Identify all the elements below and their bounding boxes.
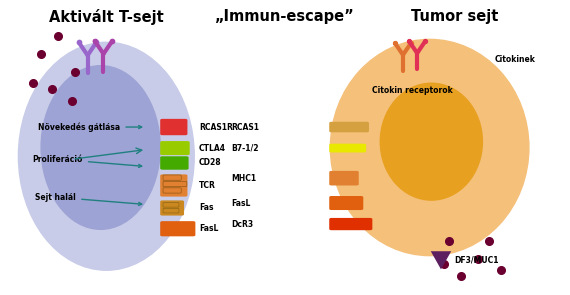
FancyBboxPatch shape (163, 208, 179, 213)
FancyBboxPatch shape (163, 175, 181, 180)
Text: MHC1: MHC1 (231, 174, 257, 183)
FancyBboxPatch shape (160, 221, 196, 236)
Ellipse shape (380, 83, 482, 200)
Text: CTLA4: CTLA4 (199, 144, 226, 153)
Text: CD28: CD28 (199, 158, 221, 168)
Text: RCAS1: RCAS1 (231, 122, 260, 132)
FancyBboxPatch shape (160, 141, 190, 155)
FancyBboxPatch shape (160, 200, 184, 216)
Text: Citokin receptorok: Citokin receptorok (372, 86, 453, 95)
FancyBboxPatch shape (329, 171, 359, 186)
Text: Tumor sejt: Tumor sejt (412, 9, 499, 24)
Text: Fas: Fas (199, 204, 213, 212)
FancyBboxPatch shape (329, 144, 366, 153)
Text: FasL: FasL (231, 199, 251, 207)
Text: Proliferáció: Proliferáció (32, 155, 142, 167)
Text: „Immun-escape”: „Immun-escape” (215, 9, 355, 24)
FancyBboxPatch shape (329, 196, 363, 210)
Text: FasL: FasL (199, 224, 218, 233)
Text: DcR3: DcR3 (231, 219, 254, 229)
Ellipse shape (18, 42, 194, 270)
FancyBboxPatch shape (163, 181, 187, 187)
Text: DF3/MUC1: DF3/MUC1 (454, 256, 499, 265)
Ellipse shape (331, 39, 529, 256)
FancyBboxPatch shape (329, 122, 369, 132)
Text: Növekedés gátlása: Növekedés gátlása (38, 122, 142, 132)
FancyBboxPatch shape (160, 174, 188, 196)
Text: Citokinek: Citokinek (495, 55, 536, 64)
FancyBboxPatch shape (163, 188, 181, 193)
Text: TCR: TCR (199, 181, 215, 190)
FancyBboxPatch shape (329, 218, 372, 230)
FancyBboxPatch shape (160, 119, 188, 135)
Polygon shape (431, 251, 451, 269)
FancyBboxPatch shape (160, 156, 189, 170)
Text: Aktivált T-sejt: Aktivált T-sejt (49, 9, 164, 25)
Text: RCAS1R: RCAS1R (199, 122, 233, 132)
Text: Sejt halál: Sejt halál (35, 193, 142, 205)
Text: B7-1/2: B7-1/2 (231, 144, 259, 153)
Ellipse shape (41, 66, 160, 229)
FancyBboxPatch shape (163, 202, 179, 207)
